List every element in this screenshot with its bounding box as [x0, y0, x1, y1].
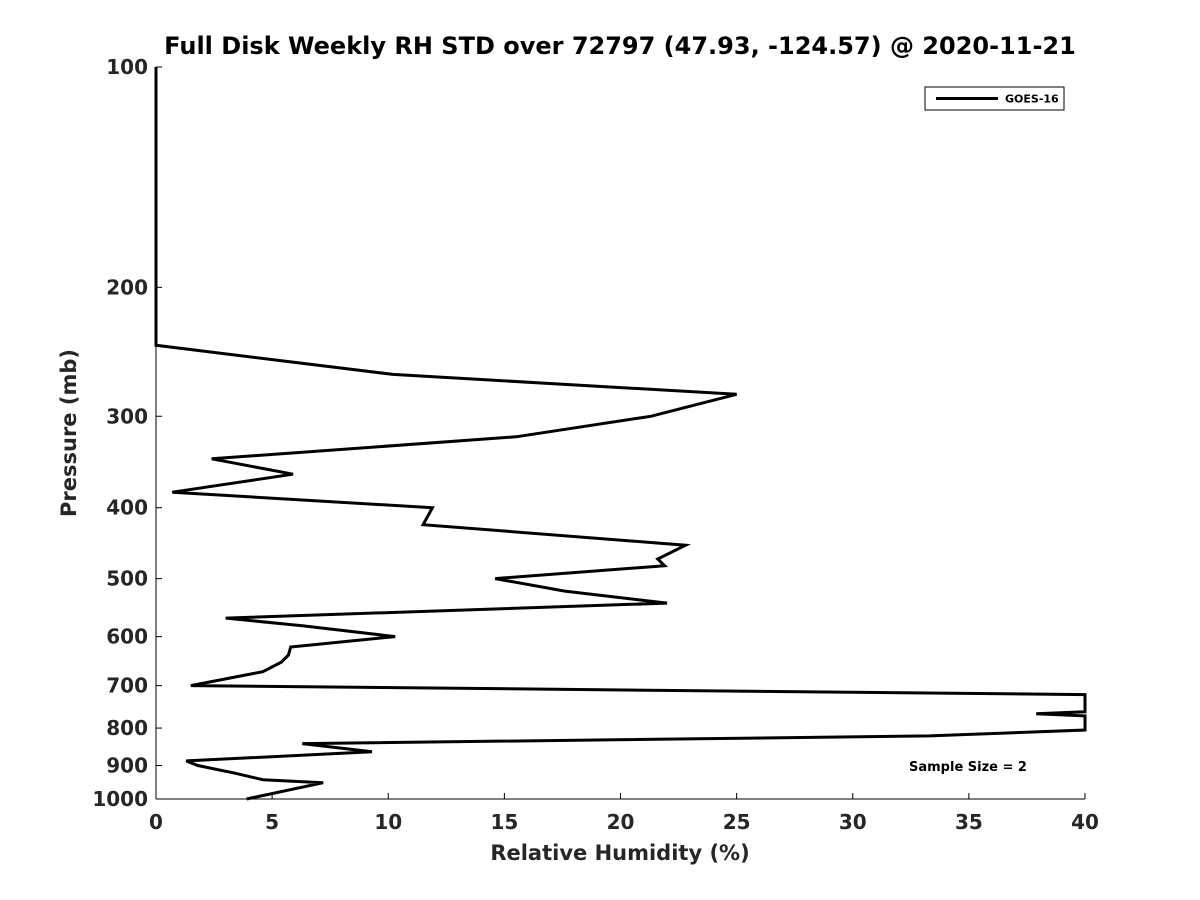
y-tick-label: 800: [106, 716, 148, 740]
y-tick-label: 900: [106, 754, 148, 778]
x-tick-label: 25: [723, 810, 751, 834]
x-tick-label: 15: [490, 810, 518, 834]
series-line-goes-16: [154, 67, 1087, 801]
x-tick-label: 5: [265, 810, 279, 834]
x-tick-label: 35: [955, 810, 983, 834]
x-tick-label: 40: [1071, 810, 1099, 834]
y-axis-label: Pressure (mb): [57, 349, 81, 517]
legend-label-goes-16: GOES-16: [1005, 93, 1059, 106]
sample-size-annotation: Sample Size = 2: [909, 760, 1027, 775]
y-tick-label: 400: [106, 496, 148, 520]
x-tick-label: 0: [149, 810, 163, 834]
series-layer: [154, 67, 1087, 801]
x-axis-label: Relative Humidity (%): [490, 841, 749, 865]
y-tick-label: 100: [106, 55, 148, 79]
y-tick-label: 200: [106, 275, 148, 299]
legend: GOES-16: [924, 86, 1065, 111]
x-tick-label: 20: [607, 810, 635, 834]
y-tick-label: 600: [106, 625, 148, 649]
chart-title: Full Disk Weekly RH STD over 72797 (47.9…: [164, 32, 1076, 60]
y-axis: 100 200 300 400 500 600 700 800 900 1000: [92, 55, 162, 811]
y-tick-label: 500: [106, 567, 148, 591]
y-tick-label: 1000: [92, 787, 148, 811]
x-tick-label: 30: [839, 810, 867, 834]
x-tick-label: 10: [374, 810, 402, 834]
x-axis: 0 5 10 15 20 25 30 35 40: [149, 793, 1099, 834]
plot-area: [156, 67, 1085, 799]
y-tick-label: 300: [106, 404, 148, 428]
y-tick-label: 700: [106, 674, 148, 698]
